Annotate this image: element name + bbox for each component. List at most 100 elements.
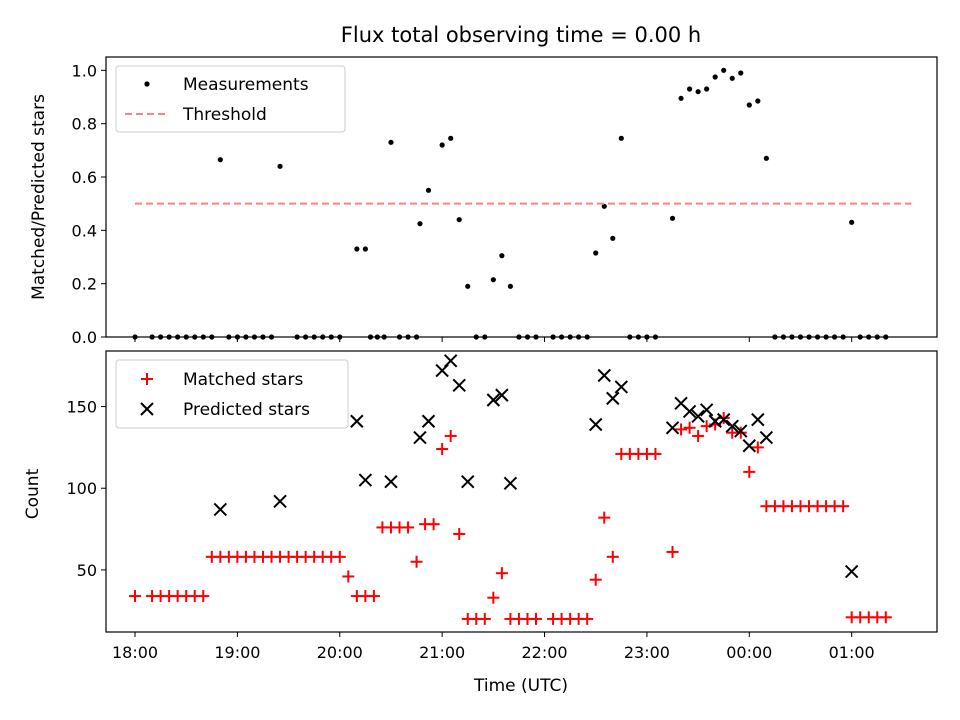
predicted-star-point [614, 380, 629, 394]
matched-star-point [436, 443, 449, 456]
predicted-star-stroke [682, 404, 697, 419]
predicted-star-stroke [273, 494, 287, 509]
predicted-star-stroke [495, 388, 509, 402]
measurement-point [695, 89, 701, 95]
predicted-star-point [461, 474, 475, 489]
legend-measurements-marker [144, 81, 150, 87]
ratio-plot-area [132, 67, 912, 340]
measurement-point [678, 95, 684, 101]
legend-matched-marker [141, 373, 153, 385]
predicted-star-stroke [759, 430, 774, 445]
count-x-axis-label: Time (UTC) [473, 676, 568, 696]
predicted-star-point [742, 439, 757, 453]
predicted-star-point [503, 476, 518, 491]
ratio-y-axis-label: Matched/Predicted stars [29, 94, 49, 300]
predicted-star-stroke [691, 409, 705, 424]
legend-threshold-label: Threshold [182, 105, 267, 125]
measurement-point [388, 139, 394, 145]
predicted-star-point [358, 473, 373, 487]
matched-star-point [197, 590, 210, 603]
x-tick-label: 21:00 [419, 643, 465, 662]
measurement-point [217, 157, 223, 163]
matched-star-point [427, 518, 440, 531]
y-tick-label: 0.8 [72, 115, 97, 134]
predicted-star-stroke [503, 476, 518, 491]
matched-star-point [589, 573, 602, 586]
predicted-star-stroke [461, 474, 475, 489]
predicted-star-point [486, 393, 501, 407]
ratio-axes-frame [105, 56, 938, 338]
matched-star-point [342, 570, 355, 583]
predicted-star-stroke [699, 403, 714, 417]
y-tick-label: 50 [77, 561, 97, 580]
predicted-star-stroke [716, 412, 731, 427]
y-tick-label: 0.2 [72, 275, 97, 294]
matched-star-point [743, 465, 756, 478]
measurement-point [507, 283, 514, 289]
predicted-star-stroke [606, 391, 620, 406]
ratio-legend: Measurements Threshold [115, 65, 346, 133]
x-tick-label: 23:00 [624, 643, 670, 662]
predicted-star-point [734, 424, 748, 438]
measurement-point [610, 235, 616, 241]
predicted-star-point [452, 378, 466, 393]
measurement-point [712, 74, 718, 80]
measurement-point [417, 221, 423, 227]
predicted-star-stroke [358, 473, 373, 487]
y-tick-label: 100 [66, 479, 97, 498]
count-plot-area [129, 354, 892, 625]
measurement-point [354, 246, 360, 252]
count-y-axis-label: Count [23, 468, 43, 519]
predicted-star-point [443, 354, 458, 368]
count-legend: Matched stars Predicted stars [115, 359, 349, 429]
predicted-star-point [682, 404, 697, 419]
measurement-point [465, 283, 471, 289]
matched-star-point [879, 611, 892, 624]
count-x-axis: 18:00 19:00 20:00 21:00 22:00 23:00 00:00 01:00 [112, 632, 875, 662]
matched-star-point [675, 423, 688, 436]
predicted-star-stroke [734, 424, 748, 438]
predicted-star-stroke [708, 414, 722, 428]
matched-star-point [530, 612, 543, 625]
predicted-star-stroke [725, 419, 739, 433]
y-tick-label: 0.4 [72, 221, 97, 240]
matched-star-point [649, 447, 662, 460]
measurement-point [593, 250, 599, 256]
x-tick-label: 18:00 [112, 643, 158, 662]
measurement-point [490, 277, 496, 283]
measurement-point [721, 67, 727, 73]
x-tick-label: 00:00 [726, 643, 772, 662]
predicted-star-stroke [742, 439, 757, 453]
y-tick-label: 150 [66, 398, 97, 417]
x-tick-label: 19:00 [214, 643, 260, 662]
predicted-star-point [421, 414, 436, 428]
matched-star-point [410, 555, 423, 568]
predicted-star-stroke [589, 417, 603, 432]
predicted-star-stroke [384, 474, 398, 489]
matched-star-point [402, 521, 415, 534]
predicted-star-point [384, 474, 398, 489]
predicted-star-stroke [614, 380, 629, 394]
predicted-star-point [597, 368, 611, 383]
measurement-point [456, 217, 462, 223]
ratio-panel: Flux total observing time = 0.00 h Match… [29, 23, 938, 347]
measurement-point [704, 86, 710, 92]
matched-star-point [598, 511, 611, 524]
matched-star-point [487, 591, 500, 604]
matched-star-point [444, 429, 457, 442]
measurement-point [499, 253, 505, 259]
matched-star-point [495, 567, 508, 580]
predicted-star-point [589, 417, 603, 432]
matched-star-point [333, 550, 346, 563]
predicted-star-point [350, 414, 364, 428]
predicted-star-stroke [443, 354, 458, 368]
predicted-star-point [751, 412, 765, 427]
matched-star-point [751, 441, 764, 454]
predicted-star-stroke [421, 414, 436, 428]
measurement-point [618, 135, 624, 141]
matched-star-point [606, 550, 619, 563]
predicted-star-stroke [452, 378, 466, 393]
ratio-y-axis: 0.0 0.2 0.4 0.6 0.8 1.0 [72, 61, 106, 347]
matched-star-point [581, 612, 594, 625]
